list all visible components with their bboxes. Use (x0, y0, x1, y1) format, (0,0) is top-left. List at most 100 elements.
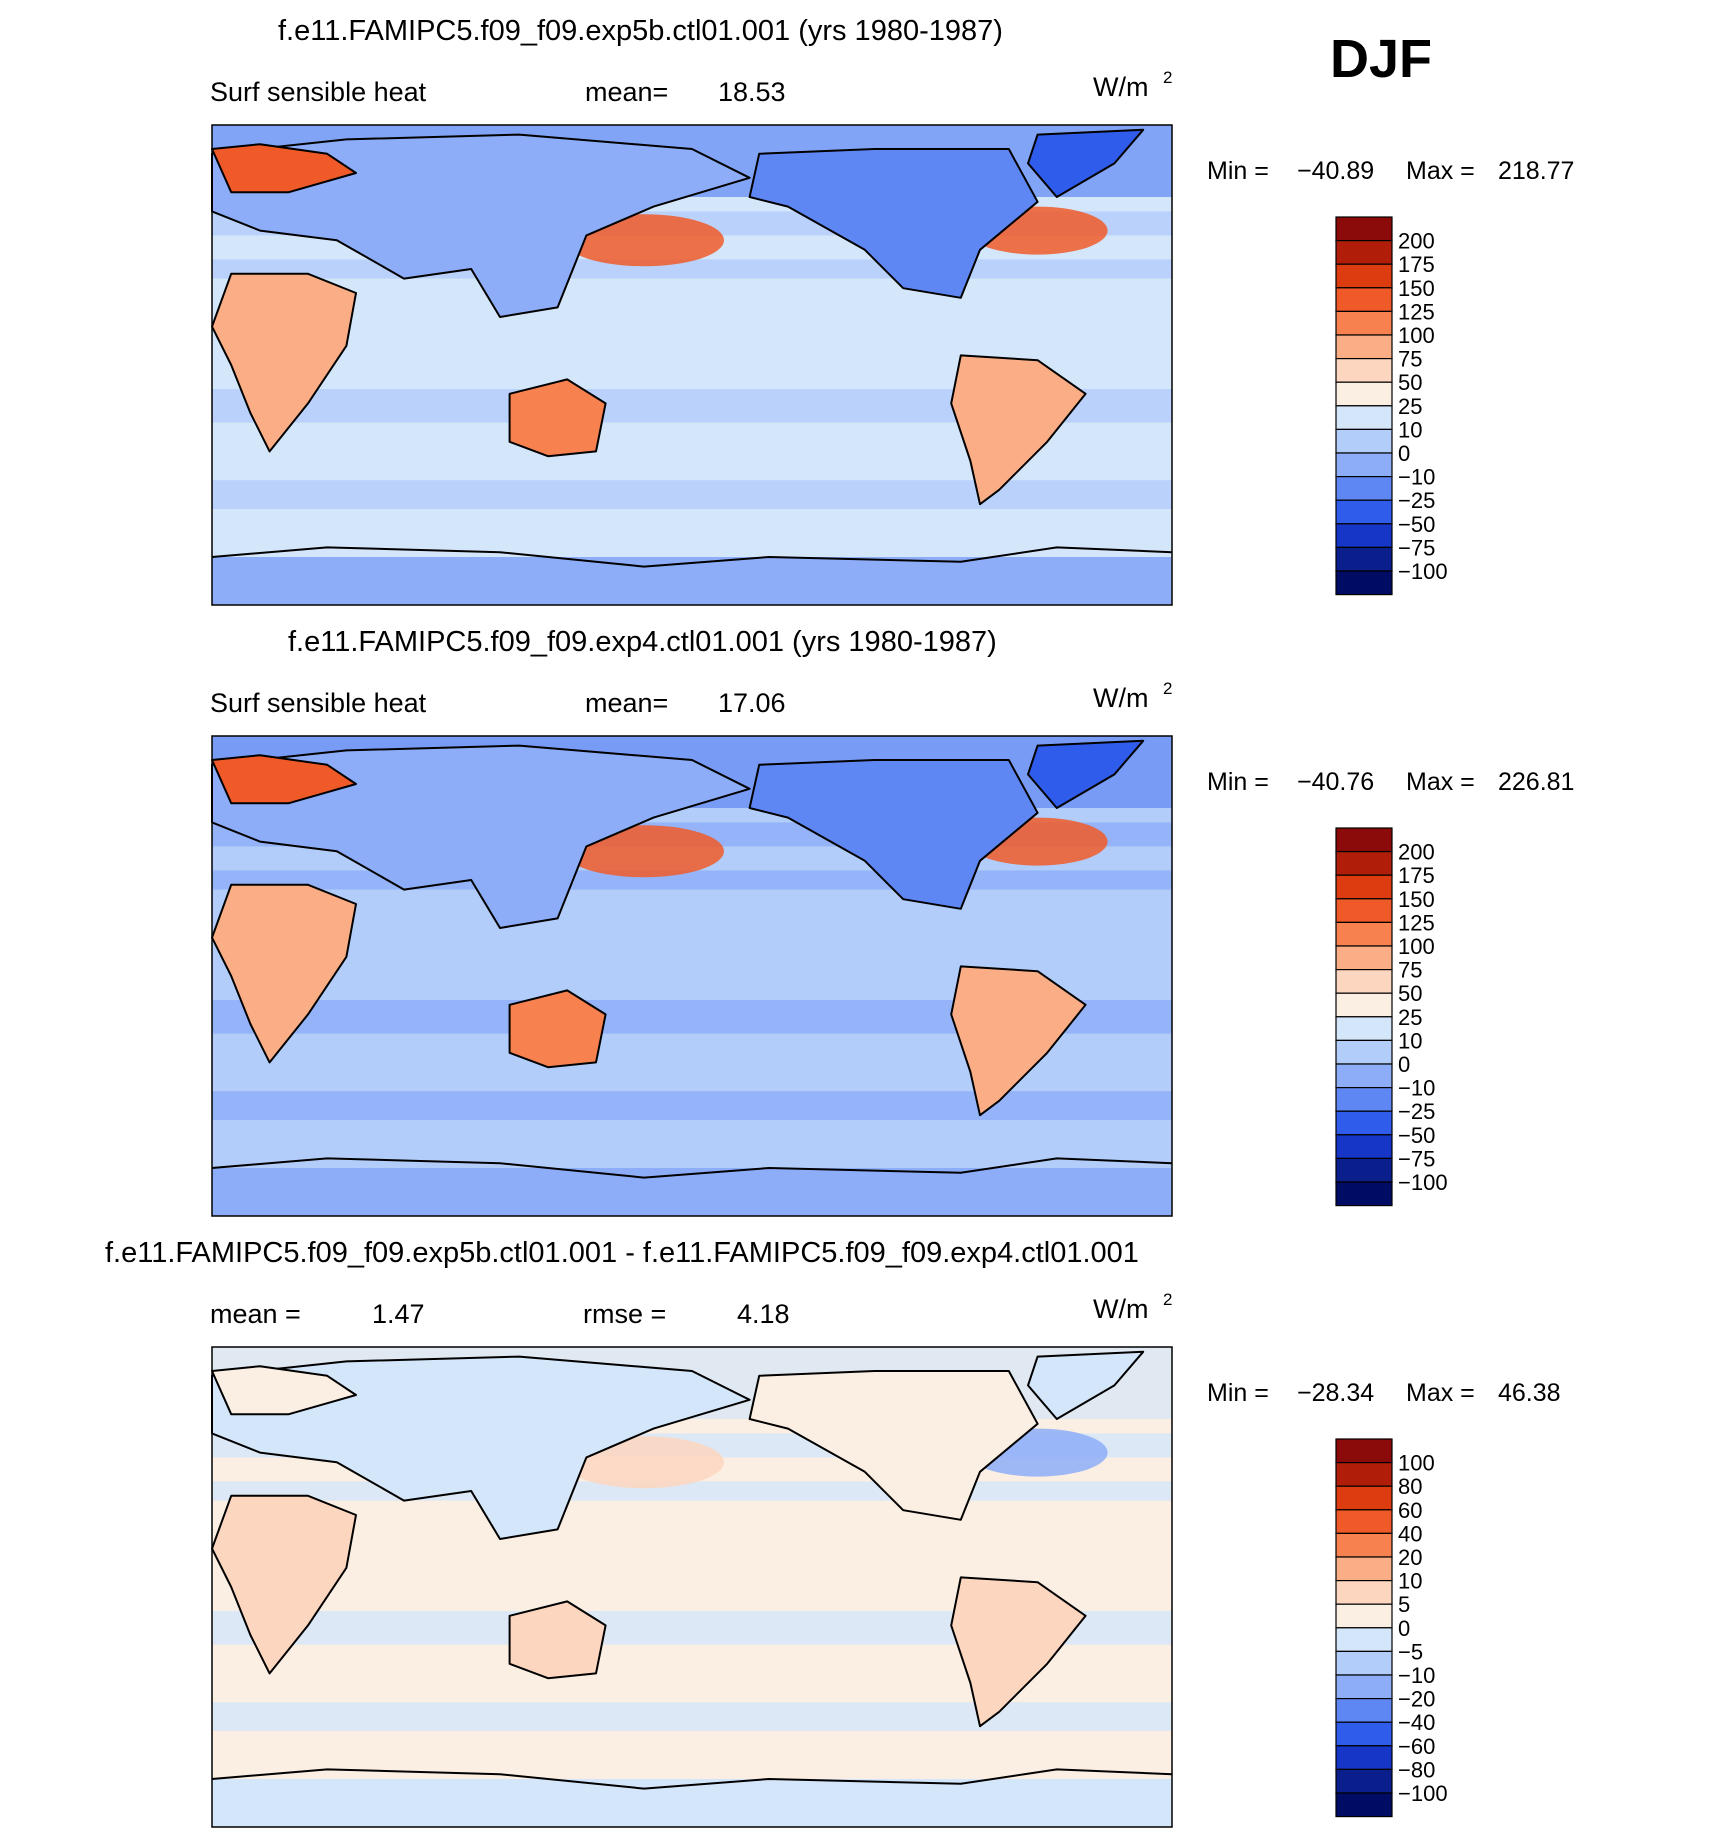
colorbar-swatch (1335, 1674, 1393, 1700)
colorbar-swatch (1335, 1509, 1393, 1535)
map-area (211, 1346, 1173, 1828)
min-value: −40.76 (1297, 768, 1374, 796)
map-area (211, 124, 1173, 606)
colorbar-swatch (1335, 546, 1393, 572)
map-area (211, 735, 1173, 1217)
landmass-africa (211, 883, 357, 1064)
max-label: Max = (1406, 1379, 1475, 1407)
map-frame (211, 1346, 1173, 1828)
colorbar-tick-label: 125 (1398, 299, 1435, 324)
landmass-greenland (1027, 128, 1145, 198)
colorbar-swatch (1335, 1721, 1393, 1747)
mean-label: mean= (585, 77, 668, 107)
colorbar-tick-label: 60 (1398, 1498, 1422, 1523)
colorbar-swatch (1335, 263, 1393, 289)
colorbar-swatch (1335, 570, 1393, 596)
season-label: DJF (1330, 29, 1433, 89)
colorbar-swatch (1335, 1556, 1393, 1582)
colorbar-swatch (1335, 1063, 1393, 1089)
landmass-northamerica (748, 759, 1039, 910)
colorbar-swatch (1335, 1181, 1393, 1207)
landmass-greenland (1027, 739, 1145, 809)
colorbar-tick-label: 150 (1398, 887, 1435, 912)
zonal-band (212, 1702, 1172, 1731)
colorbar-tick-label: −10 (1398, 1076, 1435, 1101)
colorbar-swatch (1335, 1438, 1393, 1464)
colorbar-swatch (1335, 968, 1393, 994)
landmass-europe (211, 1365, 357, 1416)
max-value: 46.38 (1498, 1379, 1561, 1407)
panel-title: f.e11.FAMIPC5.f09_f09.exp4.ctl01.001 (yr… (288, 626, 997, 658)
antarctic-region (212, 557, 1172, 605)
rmse-label: rmse = (583, 1299, 666, 1329)
colorbar-swatch (1335, 1086, 1393, 1112)
units-superscript: 2 (1163, 679, 1172, 698)
colorbar-swatch (1335, 405, 1393, 430)
colorbar-swatch (1335, 240, 1393, 265)
colorbar-tick-label: −75 (1398, 1146, 1435, 1171)
zonal-band (212, 870, 1172, 890)
landmass-eurasia (211, 744, 751, 929)
landmass-southamerica (950, 354, 1087, 506)
colorbar-swatch (1335, 1485, 1393, 1511)
min-label: Min = (1207, 1379, 1269, 1407)
landmass-eurasia (211, 133, 751, 318)
colorbar-tick-label: 10 (1398, 417, 1422, 442)
colorbar-tick-label: 5 (1398, 1592, 1410, 1617)
units-label: W/m (1093, 683, 1148, 713)
antarctic-coastline (211, 546, 1173, 568)
colorbar-swatch (1335, 992, 1393, 1018)
landmass-northamerica (748, 1370, 1039, 1521)
colorbar-tick-label: 75 (1398, 958, 1422, 983)
landmass-australia (508, 378, 607, 458)
colorbar-tick-label: 0 (1398, 1052, 1410, 1077)
colorbar-tick-label: −25 (1398, 1099, 1435, 1124)
colorbar-tick-label: −20 (1398, 1687, 1435, 1712)
units-superscript: 2 (1163, 68, 1172, 87)
colorbar-swatch (1335, 287, 1393, 312)
colorbar-tick-label: 200 (1398, 840, 1435, 865)
units-label: W/m (1093, 72, 1148, 102)
colorbar-swatch (1335, 216, 1393, 242)
units-superscript: 2 (1163, 1290, 1172, 1309)
landmass-greenland (1027, 1350, 1145, 1420)
colorbar-tick-label: 20 (1398, 1545, 1422, 1570)
min-value: −40.89 (1297, 157, 1374, 185)
colorbar-tick-label: 50 (1398, 981, 1422, 1006)
max-value: 226.81 (1498, 768, 1574, 796)
colorbar-tick-label: 150 (1398, 276, 1435, 301)
colorbar-tick-label: 100 (1398, 323, 1435, 348)
panel-title: f.e11.FAMIPC5.f09_f09.exp5b.ctl01.001 - … (105, 1237, 1139, 1269)
colorbar-tick-label: 175 (1398, 252, 1435, 277)
colorbar-swatch (1335, 523, 1393, 548)
colorbar-swatch (1335, 358, 1393, 383)
colorbar-swatch (1335, 1650, 1393, 1676)
zonal-band (212, 480, 1172, 509)
antarctic-coastline (211, 1157, 1173, 1179)
mean-label: mean = (210, 1299, 301, 1329)
colorbar-tick-label: 175 (1398, 863, 1435, 888)
colorbar-swatch (1335, 1039, 1393, 1065)
colorbar-swatch (1335, 1532, 1393, 1558)
landmass-europe (211, 143, 357, 194)
landmass-southamerica (950, 965, 1087, 1117)
colorbar-tick-label: −5 (1398, 1639, 1423, 1664)
max-label: Max = (1406, 157, 1475, 185)
colorbar-swatch (1335, 827, 1393, 853)
colorbar-tick-label: −50 (1398, 512, 1435, 537)
min-label: Min = (1207, 768, 1269, 796)
max-label: Max = (1406, 768, 1475, 796)
colorbar-swatch (1335, 898, 1393, 923)
colorbar-tick-label: 10 (1398, 1028, 1422, 1053)
colorbar-swatch (1335, 1579, 1393, 1605)
antarctic-region (212, 1168, 1172, 1216)
colorbar-tick-label: 25 (1398, 394, 1422, 419)
units-label: W/m (1093, 1294, 1148, 1324)
colorbar-swatch (1335, 1157, 1393, 1183)
mean-value: 17.06 (718, 688, 786, 718)
map-frame (211, 735, 1173, 1217)
landmass-australia (508, 1600, 607, 1680)
colorbar-swatch (1335, 334, 1393, 360)
